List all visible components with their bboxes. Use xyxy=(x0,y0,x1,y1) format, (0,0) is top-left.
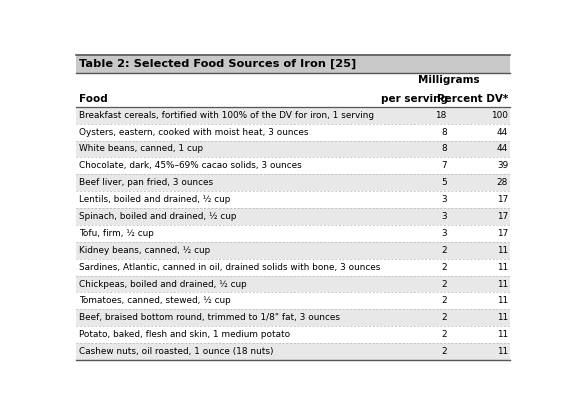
Text: Breakfast cereals, fortified with 100% of the DV for iron, 1 serving: Breakfast cereals, fortified with 100% o… xyxy=(80,111,375,120)
Text: 2: 2 xyxy=(441,313,447,322)
Text: Oysters, eastern, cooked with moist heat, 3 ounces: Oysters, eastern, cooked with moist heat… xyxy=(80,128,309,137)
Bar xyxy=(76,293,510,309)
Text: 2: 2 xyxy=(441,347,447,356)
Text: Tofu, firm, ½ cup: Tofu, firm, ½ cup xyxy=(80,229,154,238)
Bar xyxy=(76,242,510,259)
Text: 7: 7 xyxy=(441,161,447,171)
Text: 11: 11 xyxy=(497,246,508,255)
Text: 11: 11 xyxy=(497,279,508,288)
Bar xyxy=(76,91,510,107)
Text: Kidney beans, canned, ½ cup: Kidney beans, canned, ½ cup xyxy=(80,246,210,255)
Bar xyxy=(76,225,510,242)
Text: 11: 11 xyxy=(497,330,508,339)
Bar xyxy=(76,73,510,91)
Text: 17: 17 xyxy=(497,229,508,238)
Bar xyxy=(76,326,510,343)
Text: per serving: per serving xyxy=(381,94,448,104)
Bar xyxy=(76,174,510,191)
Text: 3: 3 xyxy=(441,212,447,221)
Text: 11: 11 xyxy=(497,296,508,306)
Text: Lentils, boiled and drained, ½ cup: Lentils, boiled and drained, ½ cup xyxy=(80,195,231,204)
Text: Tomatoes, canned, stewed, ½ cup: Tomatoes, canned, stewed, ½ cup xyxy=(80,296,231,306)
Text: 100: 100 xyxy=(491,111,508,120)
Text: 2: 2 xyxy=(441,263,447,272)
Text: 44: 44 xyxy=(497,128,508,137)
Text: 28: 28 xyxy=(496,178,508,187)
Bar xyxy=(76,275,510,293)
Text: 39: 39 xyxy=(497,161,508,171)
Text: White beans, canned, 1 cup: White beans, canned, 1 cup xyxy=(80,144,204,153)
Text: Chocolate, dark, 45%–69% cacao solids, 3 ounces: Chocolate, dark, 45%–69% cacao solids, 3… xyxy=(80,161,302,171)
Text: Milligrams: Milligrams xyxy=(418,75,479,86)
Text: 18: 18 xyxy=(435,111,447,120)
Text: 2: 2 xyxy=(441,296,447,306)
Text: Potato, baked, flesh and skin, 1 medium potato: Potato, baked, flesh and skin, 1 medium … xyxy=(80,330,291,339)
Text: Cashew nuts, oil roasted, 1 ounce (18 nuts): Cashew nuts, oil roasted, 1 ounce (18 nu… xyxy=(80,347,274,356)
Text: 44: 44 xyxy=(497,144,508,153)
Bar xyxy=(76,309,510,326)
Bar xyxy=(76,140,510,157)
Text: Beef, braised bottom round, trimmed to 1/8" fat, 3 ounces: Beef, braised bottom round, trimmed to 1… xyxy=(80,313,340,322)
Text: 8: 8 xyxy=(441,128,447,137)
Bar xyxy=(76,124,510,140)
Text: Spinach, boiled and drained, ½ cup: Spinach, boiled and drained, ½ cup xyxy=(80,212,237,221)
Bar xyxy=(76,191,510,208)
Text: 2: 2 xyxy=(441,279,447,288)
Text: 3: 3 xyxy=(441,195,447,204)
Bar xyxy=(76,208,510,225)
Text: Sardines, Atlantic, canned in oil, drained solids with bone, 3 ounces: Sardines, Atlantic, canned in oil, drain… xyxy=(80,263,381,272)
Text: Table 2: Selected Food Sources of Iron [25]: Table 2: Selected Food Sources of Iron [… xyxy=(80,59,357,69)
Text: Percent DV*: Percent DV* xyxy=(437,94,508,104)
Text: 17: 17 xyxy=(497,212,508,221)
Bar xyxy=(76,55,510,73)
Text: Chickpeas, boiled and drained, ½ cup: Chickpeas, boiled and drained, ½ cup xyxy=(80,279,247,288)
Text: Food: Food xyxy=(80,94,108,104)
Text: 11: 11 xyxy=(497,313,508,322)
Bar xyxy=(76,107,510,124)
Bar xyxy=(76,259,510,275)
Text: 11: 11 xyxy=(497,263,508,272)
Bar xyxy=(76,157,510,174)
Text: 17: 17 xyxy=(497,195,508,204)
Text: Beef liver, pan fried, 3 ounces: Beef liver, pan fried, 3 ounces xyxy=(80,178,213,187)
Text: 3: 3 xyxy=(441,229,447,238)
Text: 5: 5 xyxy=(441,178,447,187)
Text: 2: 2 xyxy=(441,246,447,255)
Text: 11: 11 xyxy=(497,347,508,356)
Text: 2: 2 xyxy=(441,330,447,339)
Text: 8: 8 xyxy=(441,144,447,153)
Bar xyxy=(76,343,510,360)
